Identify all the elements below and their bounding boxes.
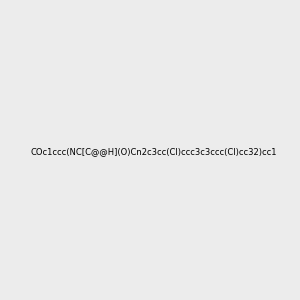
Text: COc1ccc(NC[C@@H](O)Cn2c3cc(Cl)ccc3c3ccc(Cl)cc32)cc1: COc1ccc(NC[C@@H](O)Cn2c3cc(Cl)ccc3c3ccc(… [31,147,277,156]
